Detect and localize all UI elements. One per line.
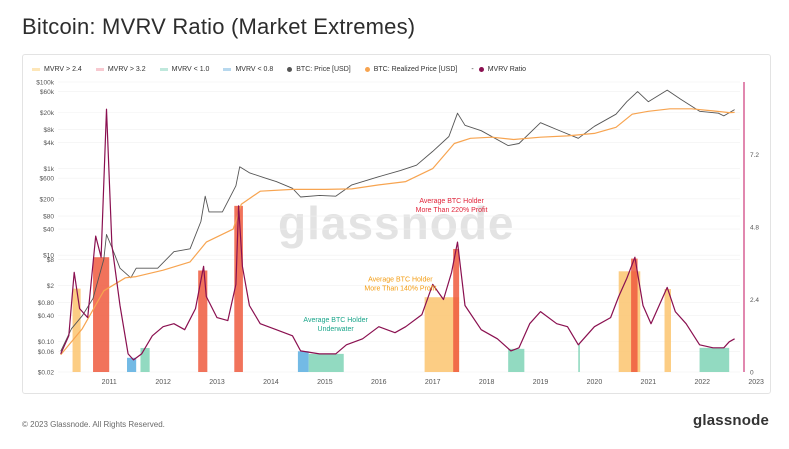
mvrv-band: [578, 343, 580, 372]
left-axis-tick-label: $0.10: [38, 339, 55, 346]
x-axis-tick-label: 2022: [694, 379, 710, 386]
legend-label: BTC: Realized Price [USD]: [373, 65, 458, 73]
left-axis-tick-label: $8k: [44, 127, 55, 134]
legend-prefix: -: [471, 65, 474, 73]
mvrv-band: [297, 351, 309, 372]
chart-card: [22, 54, 771, 394]
annotation-line: Average BTC Holder: [419, 198, 484, 205]
x-axis-tick-label: 2015: [317, 379, 333, 386]
annotation-line: Average BTC Holder: [368, 276, 433, 283]
page-title: Bitcoin: MVRV Ratio (Market Extremes): [22, 14, 416, 39]
legend-label: MVRV < 0.8: [235, 65, 274, 73]
x-axis-tick-label: 2023: [748, 379, 764, 386]
legend-label: BTC: Price [USD]: [296, 65, 351, 73]
mvrv-band: [508, 348, 525, 372]
legend-swatch: [95, 67, 104, 71]
left-axis-tick-label: $100k: [36, 80, 54, 87]
chart-annotation: Average BTC Holder More Than 140% Profit: [364, 276, 436, 292]
legend-swatch: [478, 66, 484, 72]
left-axis-tick-label: $80: [43, 214, 54, 221]
annotation-line: Average BTC Holder: [303, 317, 368, 324]
left-axis-tick-label: $60k: [40, 89, 55, 96]
legend-swatch: [159, 67, 168, 71]
legend-label: MVRV < 1.0: [171, 65, 210, 73]
legend-item[interactable]: - MVRV Ratio: [471, 66, 526, 73]
x-axis-tick-label: 2018: [479, 379, 495, 386]
x-axis-tick-label: 2012: [155, 379, 171, 386]
mvrv-band: [453, 248, 460, 372]
copyright-text: © 2023 Glassnode. All Rights Reserved.: [22, 420, 165, 429]
mvrv-line: [60, 108, 735, 361]
left-axis-tick-label: $600: [40, 176, 55, 183]
left-axis-tick-label: $200: [40, 196, 55, 203]
chart-legend: MVRV > 2.4 MVRV > 3.2 MVRV < 1.0 MVRV < 0.8…: [32, 62, 540, 76]
right-axis-tick-label: 7.2: [750, 152, 759, 159]
legend-item[interactable]: BTC: Realized Price [USD]: [364, 65, 458, 73]
left-axis-tick-label: $2: [47, 283, 55, 290]
left-axis-tick-label: $4k: [44, 140, 55, 147]
x-axis-tick-label: 2014: [263, 379, 279, 386]
left-axis-tick-label: $10: [43, 253, 54, 260]
chart-annotation: Average BTC Holder Underwater: [303, 317, 368, 333]
mvrv-band: [699, 347, 730, 372]
x-axis-tick-label: 2011: [102, 379, 117, 386]
legend-item[interactable]: MVRV > 2.4: [32, 66, 82, 73]
left-axis-tick-label: $40: [43, 227, 54, 234]
brand-logo: glassnode: [693, 412, 769, 429]
legend-label: MVRV > 2.4: [44, 65, 82, 73]
annotation-line: More Than 140% Profit: [364, 285, 436, 292]
right-axis-tick-label: 4.8: [750, 225, 759, 232]
legend-swatch: [223, 67, 232, 71]
legend-label: MVRV Ratio: [487, 65, 527, 73]
left-axis-tick-label: $1k: [44, 166, 55, 173]
legend-item[interactable]: MVRV > 3.2: [95, 65, 146, 73]
legend-swatch: [287, 66, 293, 72]
mvrv-band: [140, 347, 150, 372]
x-axis-tick-label: 2020: [587, 379, 603, 386]
mvrv-band: [198, 270, 208, 372]
right-axis-tick-label: 0: [750, 370, 754, 377]
chart-annotation: Average BTC Holder More Than 220% Profit: [416, 198, 488, 214]
left-axis-tick-label: $0.06: [38, 349, 55, 356]
realized-price-line: [60, 108, 735, 356]
legend-swatch: [364, 66, 370, 72]
x-axis-tick-label: 2013: [209, 379, 225, 386]
legend-swatch: [32, 67, 40, 71]
left-axis-tick-label: $20k: [40, 110, 55, 117]
mvrv-band: [72, 288, 81, 372]
left-axis-tick-label: $0.40: [38, 313, 55, 320]
x-axis-tick-label: 2017: [425, 379, 441, 386]
mvrv-band: [631, 258, 638, 372]
left-axis-tick-label: $0.02: [38, 370, 55, 377]
x-axis-tick-label: 2016: [371, 379, 387, 386]
mvrv-band: [308, 353, 344, 372]
left-axis-tick-label: $0.80: [38, 300, 55, 307]
annotation-line: Underwater: [318, 326, 355, 333]
legend-label: MVRV > 3.2: [107, 65, 146, 73]
right-axis-tick-label: 2.4: [750, 297, 759, 304]
legend-item[interactable]: BTC: Price [USD]: [287, 65, 351, 73]
x-axis-tick-label: 2021: [641, 379, 657, 386]
mvrv-band: [93, 257, 110, 372]
mvrv-band: [127, 357, 137, 372]
legend-item[interactable]: MVRV < 1.0: [159, 65, 210, 73]
x-axis-tick-label: 2019: [533, 379, 549, 386]
legend-item[interactable]: MVRV < 0.8: [223, 66, 273, 73]
mvrv-band: [234, 205, 243, 372]
price-line: [60, 89, 735, 352]
mvrv-band: [664, 289, 671, 372]
left-axis-tick-label: $8: [47, 257, 55, 264]
annotation-line: More Than 220% Profit: [416, 207, 488, 214]
